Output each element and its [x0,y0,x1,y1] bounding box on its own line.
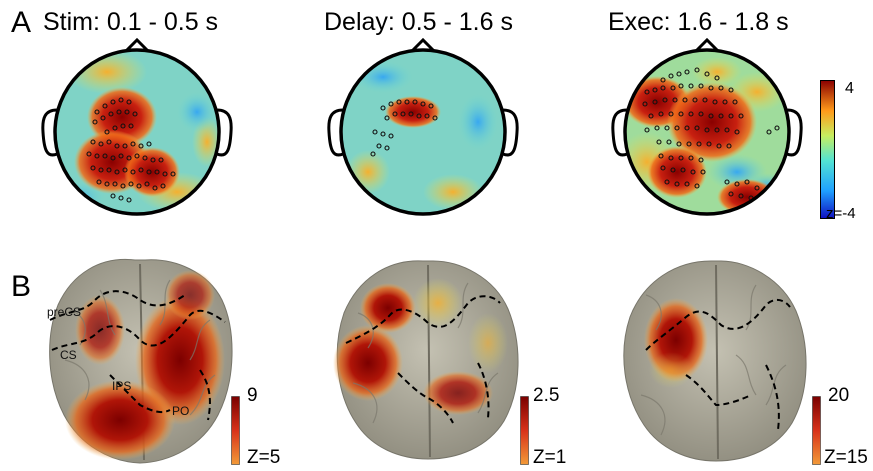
colorbar-b3-max: 20 [828,385,850,406]
colorbar-a [820,80,835,219]
panel-a-title-exec: Exec: 1.6 - 1.8 s [608,8,789,36]
label-cs: CS [60,348,77,362]
colorbar-b1-max: 9 [247,385,258,406]
brain-exec [623,260,807,462]
panel-a-title-stim: Stim: 0.1 - 0.5 s [43,8,219,36]
colorbar-a-min: z=-4 [826,205,856,222]
label-po: PO [172,404,190,418]
colorbar-b2-min: Z=1 [533,447,567,468]
panel-b-letter: B [11,270,32,303]
topomap-delay [327,37,519,216]
colorbar-b3 [812,396,821,465]
panel-a-title-delay: Delay: 0.5 - 1.6 s [324,8,513,36]
brain-stim [49,258,233,464]
label-precs: preCS [47,305,82,319]
brain-delay [333,260,519,460]
colorbar-b1 [231,396,240,465]
label-ips: IPS [112,379,132,393]
topomap-exec [611,37,803,216]
colorbar-b2-max: 2.5 [533,385,560,406]
panel-a-letter: A [11,6,32,39]
colorbar-b1-min: Z=5 [247,447,281,468]
colorbar-a-max: 4 [845,80,854,97]
colorbar-b2 [520,396,529,465]
colorbar-b3-min: Z=15 [824,447,868,468]
topomap-stim [41,37,233,216]
